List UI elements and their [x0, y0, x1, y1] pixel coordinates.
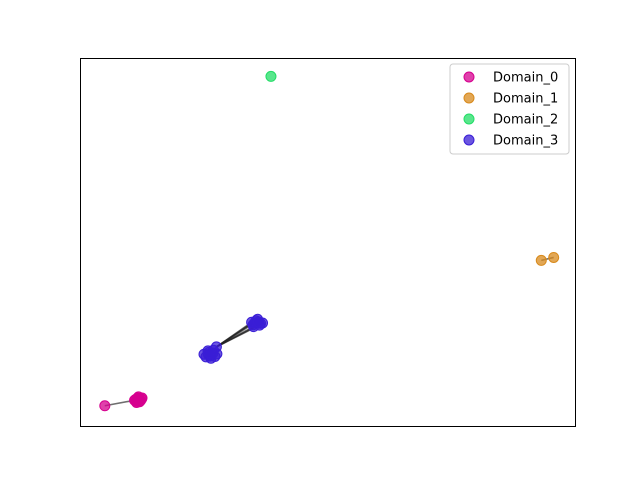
plot-frame: [80, 58, 576, 427]
point-domain-0: [136, 392, 148, 404]
legend: Domain_0 Domain_1 Domain_2 Domain_3: [449, 63, 570, 155]
scatter-points: [99, 70, 560, 412]
legend-label: Domain_2: [493, 113, 558, 128]
point-domain-3: [253, 316, 265, 328]
point-domain-1: [535, 254, 547, 266]
point-domain-3: [203, 346, 215, 358]
point-domain-3: [210, 341, 222, 353]
legend-marker: [463, 113, 475, 125]
point-domain-1: [548, 251, 560, 263]
point-domain-2: [265, 70, 277, 82]
legend-marker: [463, 134, 475, 146]
legend-label: Domain_0: [493, 71, 558, 86]
legend-label: Domain_3: [493, 134, 558, 149]
legend-marker: [463, 92, 475, 104]
legend-label: Domain_1: [493, 92, 558, 107]
legend-marker: [463, 71, 475, 83]
point-domain-0: [99, 400, 111, 412]
legend-box: [449, 63, 570, 155]
